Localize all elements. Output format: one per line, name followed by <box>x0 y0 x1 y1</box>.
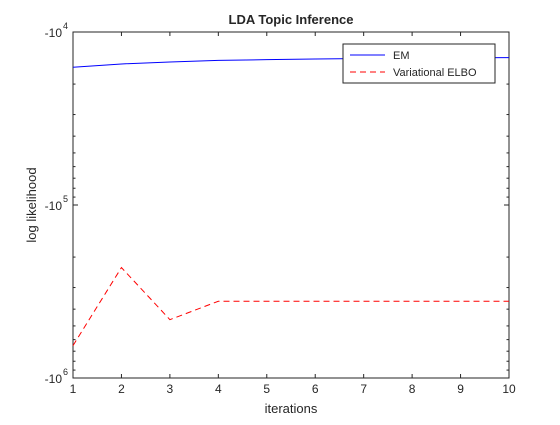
y-axis-ticks: -10 4-10 5-10 6 <box>45 21 509 386</box>
series-line-1 <box>72 266 509 346</box>
y-axis-label: log likelihood <box>24 167 39 242</box>
legend: EM Variational ELBO <box>342 43 496 84</box>
legend-label-1: Variational ELBO <box>393 67 477 79</box>
y-tick-label: -10 5 <box>45 194 68 213</box>
y-tick-label-exponent: 5 <box>63 194 68 204</box>
y-tick-label-exponent: 4 <box>63 21 68 31</box>
x-tick-label: 1 <box>70 382 77 396</box>
x-tick-label: 4 <box>215 382 222 396</box>
x-tick-label: 8 <box>409 382 416 396</box>
x-tick-label: 10 <box>502 382 516 396</box>
y-tick-label-base: -10 <box>45 372 63 386</box>
legend-box <box>342 43 496 84</box>
plot-area <box>72 31 510 379</box>
y-tick-label-base: -10 <box>45 199 63 213</box>
y-tick-label-exponent: 6 <box>63 367 68 377</box>
x-tick-label: 5 <box>263 382 270 396</box>
x-tick-label: 3 <box>167 382 174 396</box>
chart-title: LDA Topic Inference <box>229 12 354 27</box>
x-tick-label: 6 <box>312 382 319 396</box>
x-tick-label: 7 <box>360 382 367 396</box>
legend-label-0: EM <box>393 50 410 62</box>
y-tick-label: -10 4 <box>45 21 68 40</box>
x-axis-ticks: 1 2 3 4 5 6 7 8 9 10 <box>70 32 516 396</box>
y-tick-label-base: -10 <box>45 26 63 40</box>
y-tick-label: -10 6 <box>45 367 68 386</box>
x-tick-label: 9 <box>457 382 464 396</box>
x-axis-label: iterations <box>265 401 318 416</box>
x-tick-label: 2 <box>118 382 125 396</box>
